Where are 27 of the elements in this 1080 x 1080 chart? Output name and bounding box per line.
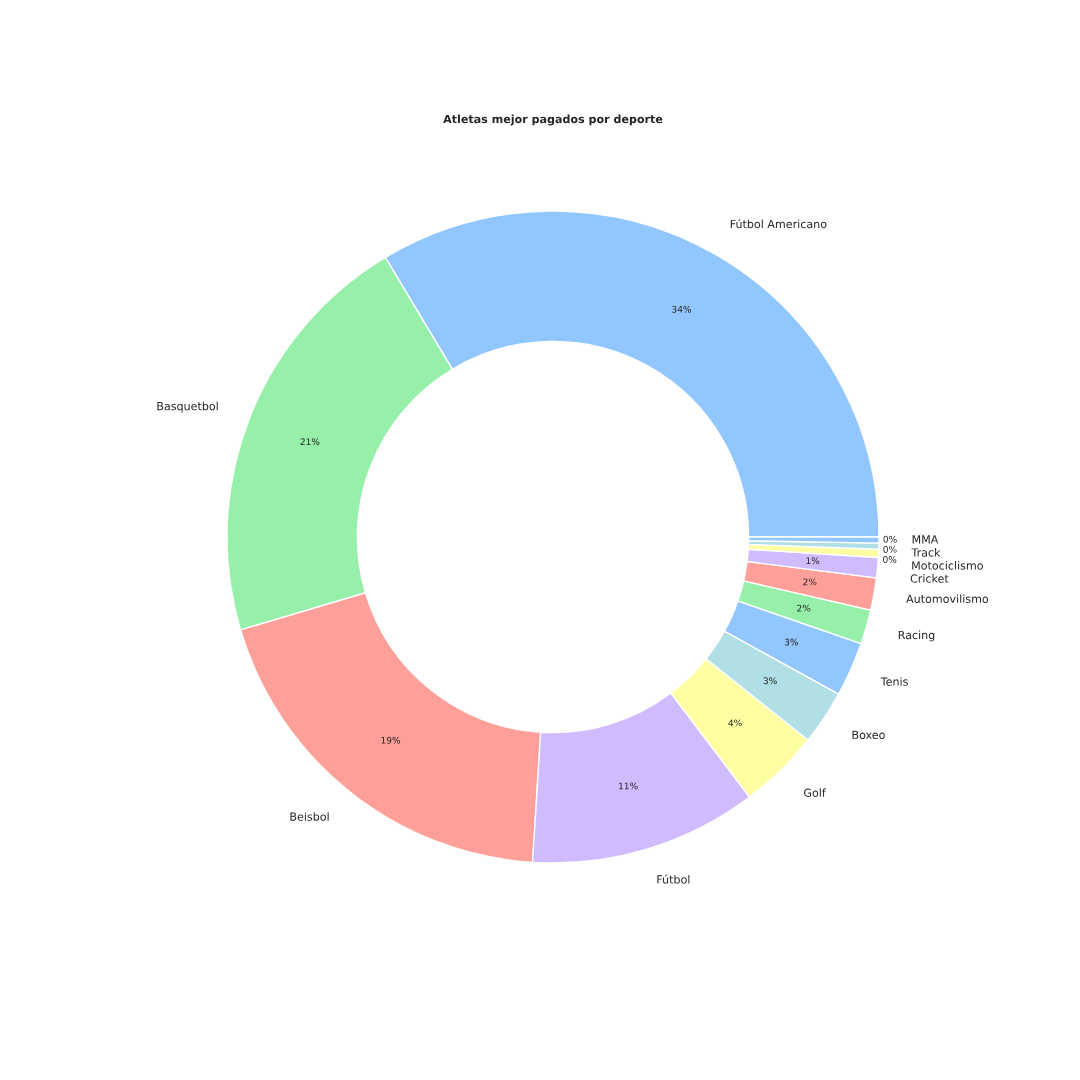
slice-label: Basquetbol (157, 401, 218, 413)
data-label: 1% (806, 557, 820, 565)
slice-label: Motociclismo (912, 561, 983, 570)
slice-label: Automovilismo (906, 594, 989, 603)
data-label: 0% (883, 535, 897, 543)
slice-label: Fútbol (657, 874, 690, 884)
data-label: 3% (784, 638, 799, 646)
slice-label: Beisbol (290, 812, 329, 821)
data-label: 0% (883, 545, 897, 553)
chart-title: Atletas mejor pagados por deporte (443, 114, 663, 126)
slice-label: Cricket (910, 574, 949, 583)
slice-label: Golf (803, 788, 826, 797)
slice-label: Tenis (880, 677, 908, 686)
slice-label: Boxeo (852, 730, 885, 739)
data-label: 3% (763, 677, 777, 685)
slice-label: MMA (912, 535, 939, 544)
data-label: 2% (803, 578, 817, 586)
slice-label: Racing (898, 630, 935, 642)
data-label: 2% (797, 604, 811, 612)
data-label: 21% (300, 438, 320, 446)
slice-label: Track (911, 548, 941, 557)
data-label: 11% (619, 782, 638, 790)
slice-label: Fútbol Americano (730, 219, 827, 229)
data-label: 34% (672, 305, 692, 313)
data-label: 4% (728, 719, 742, 727)
data-label: 0% (883, 556, 897, 563)
data-label: 19% (381, 736, 401, 744)
